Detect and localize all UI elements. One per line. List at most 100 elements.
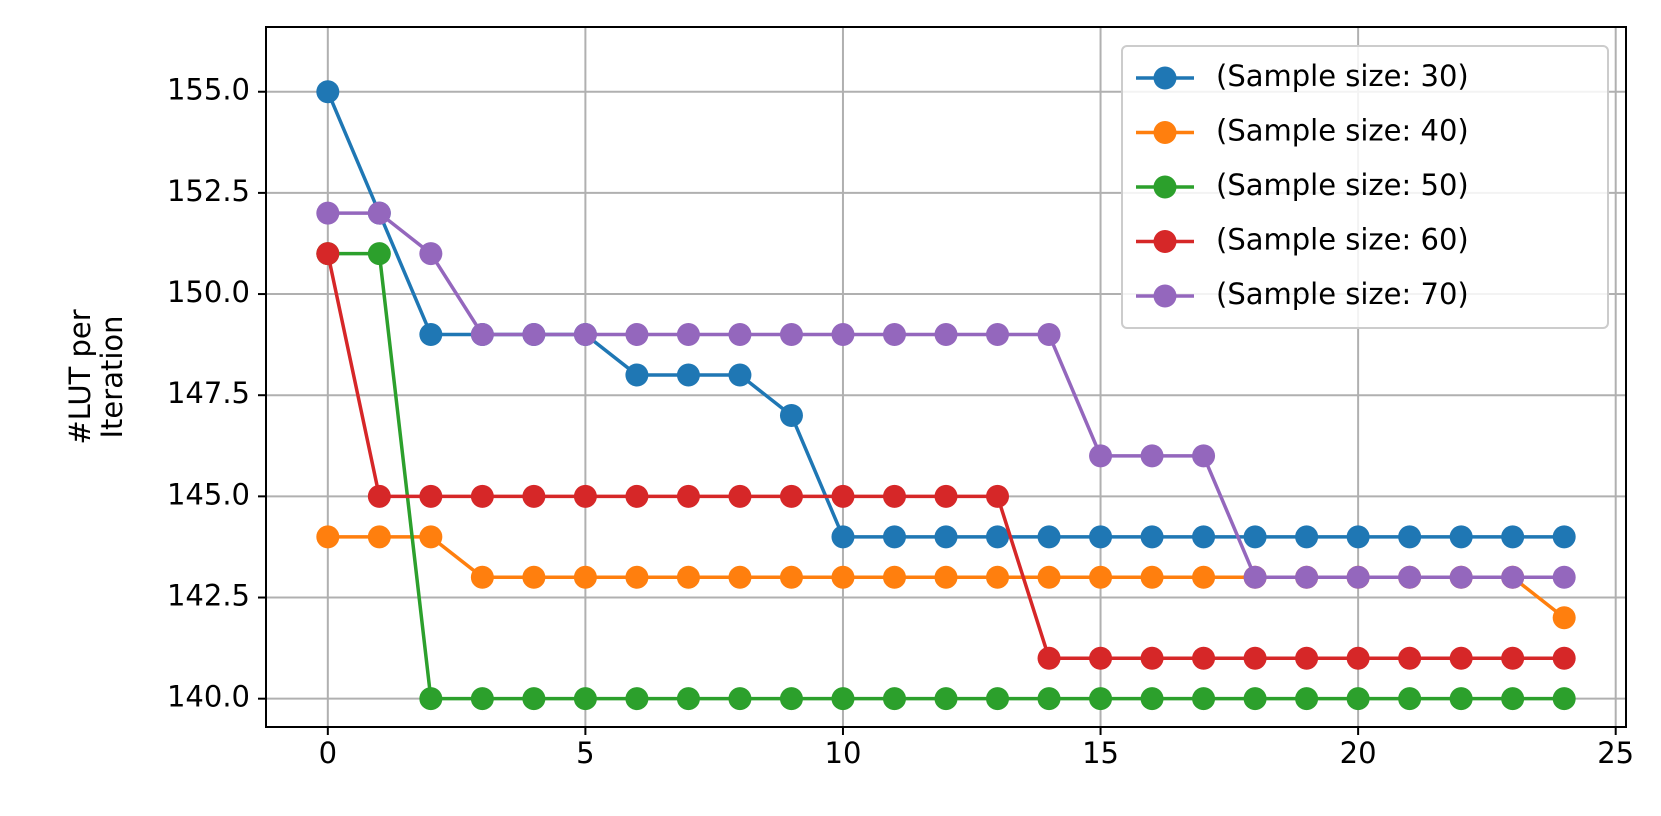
data-point	[367, 484, 391, 508]
data-point	[934, 525, 958, 549]
data-point	[1346, 565, 1370, 589]
data-point	[625, 687, 649, 711]
data-point	[1398, 565, 1422, 589]
data-point	[779, 323, 803, 347]
series-5	[316, 201, 1576, 589]
data-point	[934, 565, 958, 589]
legend-marker	[1153, 230, 1177, 253]
data-point	[522, 687, 546, 711]
legend-marker	[1153, 121, 1177, 144]
data-point	[986, 484, 1010, 508]
data-point	[470, 687, 494, 711]
data-point	[779, 565, 803, 589]
legend-item: (Sample size: 40)	[1136, 114, 1469, 148]
data-point	[934, 323, 958, 347]
x-tick-label: 0	[319, 736, 337, 770]
axis-ticks: 0 5 10 15 20 25 140.0 142.5 145.0 147.5 150.0 152.5…	[167, 73, 1634, 770]
data-point	[573, 323, 597, 347]
data-point	[625, 363, 649, 387]
data-point	[934, 687, 958, 711]
data-point	[625, 565, 649, 589]
data-point	[470, 565, 494, 589]
data-point	[1501, 687, 1525, 711]
data-point	[1449, 565, 1473, 589]
data-point	[1449, 687, 1473, 711]
data-point	[1295, 646, 1319, 670]
data-point	[1501, 525, 1525, 549]
data-point	[1243, 687, 1267, 711]
series-4	[316, 242, 1576, 670]
data-point	[316, 242, 340, 266]
data-point	[522, 565, 546, 589]
legend-label: (Sample size: 40)	[1216, 114, 1469, 148]
data-point	[1140, 565, 1164, 589]
data-point	[1140, 444, 1164, 468]
x-tick-label: 25	[1597, 736, 1634, 770]
y-axis-label-line-1: #LUT per	[63, 309, 97, 444]
x-tick-label: 15	[1082, 736, 1119, 770]
data-point	[470, 484, 494, 508]
data-point	[1398, 646, 1422, 670]
legend-marker	[1153, 175, 1177, 199]
data-point	[728, 363, 752, 387]
data-point	[419, 525, 443, 549]
data-point	[1501, 565, 1525, 589]
data-point	[882, 484, 906, 508]
y-axis-label: #LUT per Iteration	[63, 309, 129, 444]
data-point	[1192, 444, 1216, 468]
data-point	[728, 565, 752, 589]
legend-marker	[1153, 66, 1177, 90]
data-point	[573, 565, 597, 589]
data-point	[882, 565, 906, 589]
data-point	[676, 363, 700, 387]
data-point	[779, 484, 803, 508]
data-point	[1243, 565, 1267, 589]
data-point	[522, 323, 546, 347]
data-point	[934, 484, 958, 508]
data-point	[779, 687, 803, 711]
legend-item: (Sample size: 60)	[1136, 223, 1469, 257]
data-point	[1140, 525, 1164, 549]
data-point	[1295, 525, 1319, 549]
data-point	[1552, 565, 1576, 589]
y-tick-label: 152.5	[167, 174, 250, 208]
data-point	[831, 484, 855, 508]
data-point	[1243, 525, 1267, 549]
data-point	[1192, 646, 1216, 670]
data-point	[1192, 525, 1216, 549]
data-point	[1501, 646, 1525, 670]
y-tick-label: 142.5	[167, 579, 250, 613]
legend-label: (Sample size: 60)	[1216, 223, 1469, 257]
y-axis-label-line-2: Iteration	[95, 315, 129, 438]
data-point	[986, 525, 1010, 549]
data-point	[1398, 687, 1422, 711]
data-point	[1089, 565, 1113, 589]
data-point	[676, 323, 700, 347]
data-point	[728, 687, 752, 711]
x-tick-label: 20	[1340, 736, 1377, 770]
data-point	[1346, 646, 1370, 670]
data-point	[1192, 687, 1216, 711]
y-tick-label: 140.0	[167, 680, 250, 714]
data-point	[367, 242, 391, 266]
data-point	[367, 525, 391, 549]
data-point	[1346, 525, 1370, 549]
data-point	[1243, 646, 1267, 670]
legend-label: (Sample size: 30)	[1216, 59, 1469, 93]
data-point	[1552, 525, 1576, 549]
data-point	[419, 242, 443, 266]
data-point	[316, 80, 340, 104]
data-point	[419, 323, 443, 347]
data-point	[367, 201, 391, 225]
data-point	[676, 687, 700, 711]
data-point	[316, 525, 340, 549]
data-point	[986, 687, 1010, 711]
plot-frame	[265, 26, 1627, 728]
data-point	[573, 484, 597, 508]
data-point	[1552, 687, 1576, 711]
data-point	[1552, 646, 1576, 670]
y-tick-label: 145.0	[167, 477, 250, 511]
data-point	[1449, 646, 1473, 670]
data-point	[1295, 565, 1319, 589]
data-point	[1140, 687, 1164, 711]
